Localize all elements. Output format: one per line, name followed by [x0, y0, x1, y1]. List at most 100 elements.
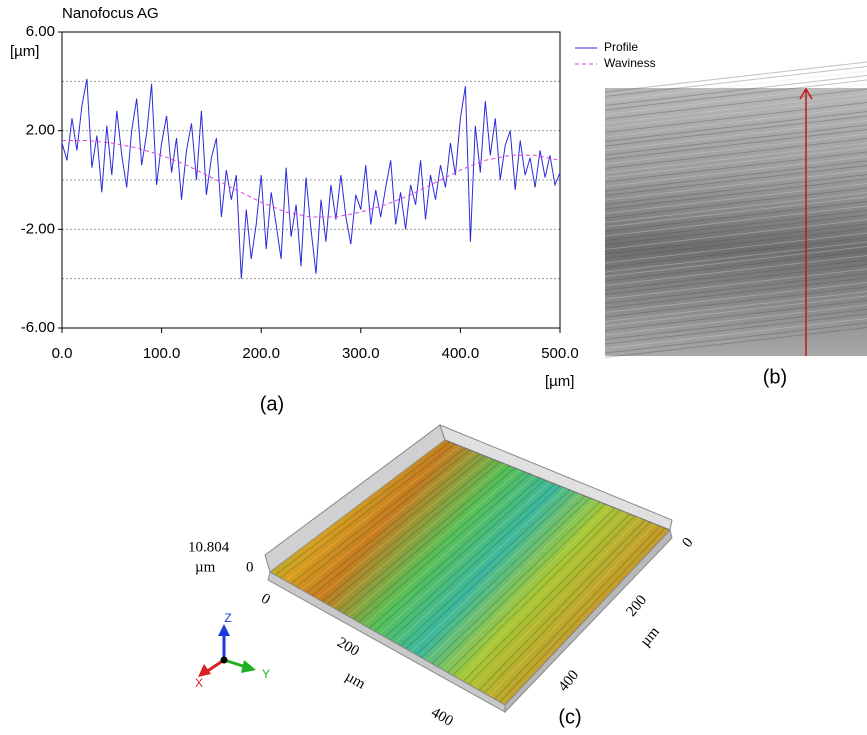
texture-line — [604, 219, 867, 250]
texture-line — [426, 499, 596, 662]
texture-line — [379, 481, 551, 635]
caption: (b) — [763, 366, 787, 388]
texture-line — [604, 75, 867, 106]
texture-line — [604, 66, 867, 97]
image-texture — [604, 61, 867, 358]
texture-line — [478, 519, 646, 691]
texture-line — [604, 223, 867, 255]
texture-line — [389, 485, 561, 641]
texture-line — [269, 439, 446, 573]
texture-line — [327, 461, 501, 605]
x-tick-label: 500.0 — [541, 345, 579, 362]
texture-line — [604, 322, 867, 354]
surface-texture — [269, 439, 666, 703]
texture-line — [384, 483, 556, 638]
texture-line — [604, 124, 867, 156]
sem-image: (b) — [604, 61, 867, 388]
texture-line — [604, 79, 867, 111]
texture-line — [311, 455, 486, 597]
texture-line — [431, 501, 601, 664]
texture-line — [604, 120, 867, 151]
y-unit: µm — [637, 624, 663, 650]
texture-line — [483, 521, 651, 694]
texture-line — [604, 264, 867, 295]
y-tick-label: -2.00 — [21, 220, 55, 237]
y-tick-label: 0 — [679, 535, 696, 551]
texture-line — [604, 129, 867, 160]
z-unit: µm — [195, 559, 216, 575]
texture-line — [332, 463, 506, 608]
texture-line — [604, 313, 867, 345]
texture-line — [604, 106, 867, 138]
texture-line — [604, 133, 867, 165]
texture-line — [316, 457, 491, 599]
series-line — [61, 78, 561, 279]
image — [605, 88, 867, 356]
texture-line — [499, 527, 666, 703]
texture-line — [342, 467, 516, 614]
surface — [269, 439, 671, 706]
texture-line — [421, 497, 591, 659]
texture-line — [306, 453, 481, 594]
texture-line — [400, 489, 571, 647]
texture-line — [604, 142, 867, 174]
texture-line — [290, 447, 466, 585]
texture-line — [363, 475, 536, 626]
texture-line — [604, 147, 867, 178]
texture-line — [436, 503, 606, 667]
texture-line — [604, 250, 867, 282]
x-tick-label: 200 — [334, 635, 361, 660]
texture-line — [604, 277, 867, 309]
texture-line — [604, 268, 867, 300]
texture-line — [604, 183, 867, 214]
triad-origin — [220, 656, 228, 664]
texture-line — [604, 115, 867, 147]
texture-line — [441, 505, 611, 670]
plot-frame — [61, 31, 561, 329]
texture-line — [394, 487, 566, 644]
x-tick-label: 100.0 — [143, 345, 181, 362]
texture-line — [604, 327, 867, 358]
texture-line — [604, 237, 867, 268]
texture-line — [358, 473, 531, 623]
texture-line — [604, 138, 867, 169]
texture-line — [604, 97, 867, 129]
x-tick-label: 0 — [258, 591, 272, 609]
texture-line — [353, 471, 526, 620]
texture-line — [410, 493, 581, 653]
texture-line — [604, 304, 867, 336]
texture-line — [280, 443, 456, 579]
texture-line — [415, 495, 586, 656]
texture-line — [604, 84, 867, 115]
texture-line — [285, 445, 461, 582]
base — [504, 528, 673, 714]
texture-line — [604, 165, 867, 196]
texture-line — [604, 273, 867, 304]
texture-line — [452, 509, 621, 676]
y-tick-label: -6.00 — [21, 319, 55, 336]
texture-line — [604, 201, 867, 232]
texture-line — [604, 318, 867, 349]
triad-label: X — [195, 676, 203, 690]
texture-line — [473, 517, 641, 688]
texture-line — [374, 479, 546, 632]
arrow-head — [799, 87, 813, 100]
y-axis-label: [µm] — [10, 43, 39, 60]
texture-line — [447, 507, 616, 673]
y-tick-label: 400 — [555, 667, 582, 695]
texture-line — [604, 111, 867, 142]
x-tick-label: 0.0 — [52, 345, 73, 362]
texture-line — [462, 513, 631, 682]
chart-title: Nanofocus AG — [62, 5, 159, 22]
texture-line — [604, 88, 867, 120]
texture-line — [604, 187, 867, 219]
series-line — [62, 140, 561, 218]
triad-x-head — [198, 664, 211, 677]
texture-line — [604, 282, 867, 313]
legend-label: Waviness — [604, 56, 656, 70]
texture-line — [604, 309, 867, 340]
x-axis-label: [µm] — [545, 373, 574, 390]
texture-line — [604, 93, 867, 124]
texture-line — [604, 286, 867, 318]
